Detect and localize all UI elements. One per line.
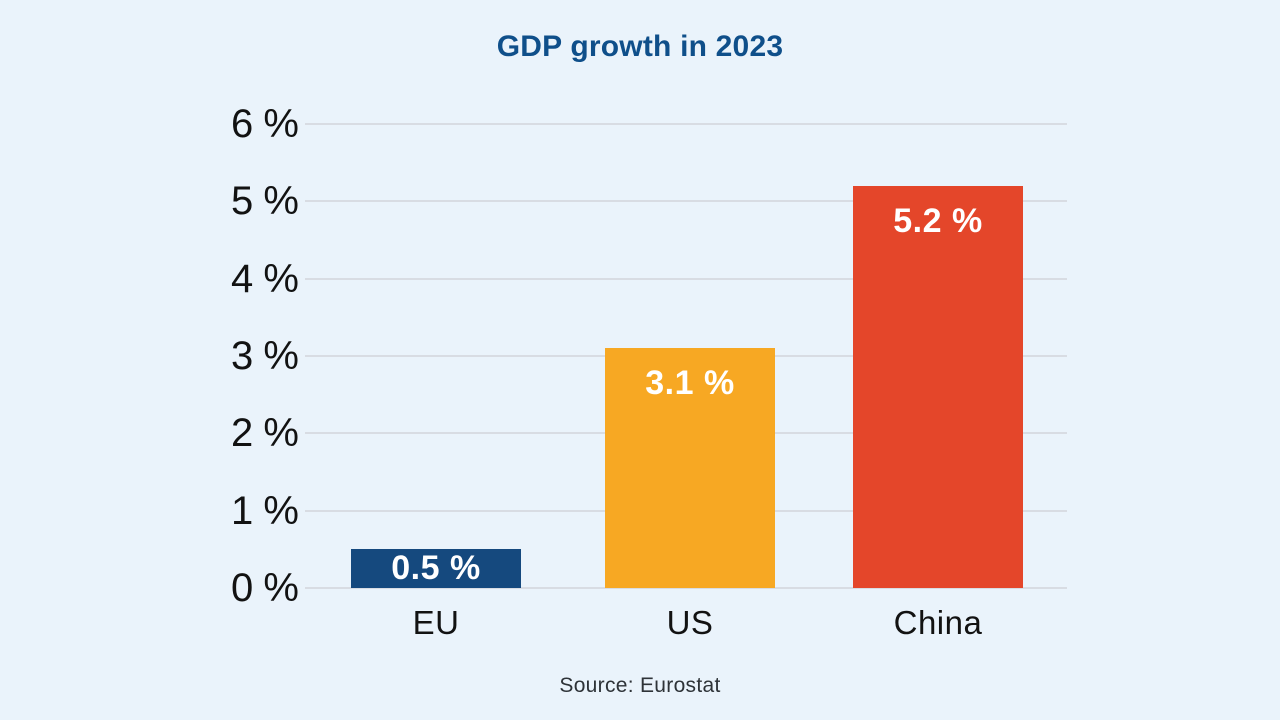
- bar-group-china: 5.2 % China: [853, 124, 1023, 641]
- x-axis-label-eu: EU: [412, 604, 460, 641]
- bar-value-label-china: 5.2 %: [893, 202, 983, 240]
- y-tick-label: 5 %: [231, 179, 299, 224]
- gridline: [305, 587, 1067, 589]
- y-tick-label: 4 %: [231, 256, 299, 301]
- plot-area: 6 % 5 % 4 % 3 % 2 % 1 % 0 % 0.5 % EU 3.1 % US …: [231, 102, 1067, 641]
- gridline: [305, 123, 1067, 125]
- bar-value-label-us: 3.1 %: [645, 364, 735, 402]
- chart-title: GDP growth in 2023: [496, 30, 784, 63]
- bar-group-us: 3.1 % US: [605, 124, 775, 641]
- gridline: [305, 277, 1067, 280]
- y-tick-label: 3 %: [231, 334, 299, 378]
- bar-us: 3.1 %: [605, 348, 775, 588]
- y-axis-ticks: 6 % 5 % 4 % 3 % 2 % 1 % 0 %: [231, 102, 301, 610]
- gridline: [305, 200, 1067, 203]
- x-axis-label-us: US: [666, 604, 714, 641]
- bar-china: 5.2 %: [853, 186, 1023, 588]
- source-note: Source: Eurostat: [559, 674, 721, 697]
- bar-value-label-eu: 0.5 %: [391, 549, 481, 587]
- y-tick-label: 2 %: [231, 411, 299, 456]
- bar-group-eu: 0.5 % EU: [351, 124, 521, 641]
- y-tick-label: 0 %: [231, 566, 299, 610]
- x-axis-label-china: China: [893, 604, 983, 641]
- y-tick-label: 6 %: [231, 102, 299, 146]
- bar-eu: 0.5 %: [351, 549, 521, 588]
- y-tick-label: 1 %: [231, 488, 299, 533]
